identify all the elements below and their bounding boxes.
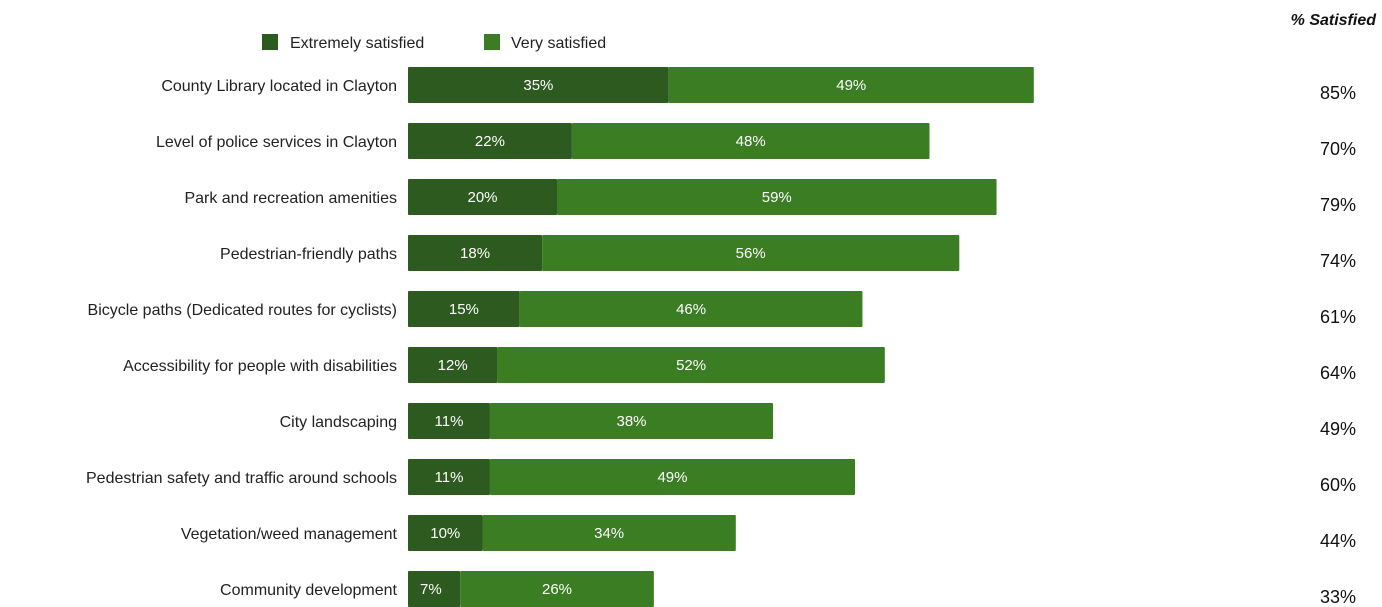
percent-satisfied-value: 44% bbox=[1320, 531, 1356, 551]
percent-satisfied-value: 60% bbox=[1320, 475, 1356, 495]
category-label: Community development bbox=[220, 582, 398, 599]
percent-satisfied-value: 49% bbox=[1320, 419, 1356, 439]
percent-satisfied-value: 74% bbox=[1320, 251, 1356, 271]
data-label: 10% bbox=[430, 525, 460, 542]
data-label: 49% bbox=[836, 77, 866, 94]
data-label: 18% bbox=[460, 245, 490, 262]
data-label: 26% bbox=[542, 581, 572, 598]
data-label: 56% bbox=[736, 245, 766, 262]
data-label: 52% bbox=[676, 357, 706, 374]
category-label: Bicycle paths (Dedicated routes for cycl… bbox=[88, 302, 397, 319]
data-label: 49% bbox=[657, 469, 687, 486]
data-label: 46% bbox=[676, 301, 706, 318]
legend-label-extremely-satisfied: Extremely satisfied bbox=[290, 35, 424, 52]
bars: County Library located in Clayton 35% 49% L… bbox=[86, 67, 1034, 607]
data-label: 11% bbox=[435, 413, 464, 430]
percent-satisfied-value: 64% bbox=[1320, 363, 1356, 383]
legend-label-very-satisfied: Very satisfied bbox=[511, 35, 606, 52]
data-label: 59% bbox=[762, 189, 792, 206]
data-label: 12% bbox=[438, 357, 468, 374]
data-label: 34% bbox=[594, 525, 624, 542]
percent-satisfied-value: 79% bbox=[1320, 195, 1356, 215]
category-label: County Library located in Clayton bbox=[161, 78, 397, 95]
data-label: 15% bbox=[449, 301, 479, 318]
category-label: Pedestrian safety and traffic around sch… bbox=[86, 470, 397, 487]
percent-satisfied-column: % Satisfied 85% 70% 79% 74% 61% 64% 49% 60% 44% 33… bbox=[1291, 12, 1378, 607]
data-label: 7% bbox=[420, 581, 442, 598]
category-label: Vegetation/weed management bbox=[181, 526, 398, 543]
category-label: Park and recreation amenities bbox=[184, 190, 397, 207]
percent-satisfied-header: % Satisfied bbox=[1291, 12, 1378, 29]
category-label: City landscaping bbox=[280, 414, 397, 431]
data-label: 48% bbox=[736, 133, 766, 150]
category-label: Pedestrian-friendly paths bbox=[220, 246, 397, 263]
percent-satisfied-value: 61% bbox=[1320, 307, 1356, 327]
category-label: Level of police services in Clayton bbox=[156, 134, 397, 151]
data-label: 35% bbox=[523, 77, 553, 94]
legend: Extremely satisfied Very satisfied bbox=[262, 34, 606, 52]
percent-satisfied-value: 33% bbox=[1320, 587, 1356, 607]
data-label: 11% bbox=[435, 469, 464, 486]
category-label: Accessibility for people with disabiliti… bbox=[123, 358, 397, 375]
percent-satisfied-value: 70% bbox=[1320, 139, 1356, 159]
legend-swatch-very-satisfied bbox=[484, 34, 500, 50]
data-label: 38% bbox=[616, 413, 646, 430]
percent-satisfied-value: 85% bbox=[1320, 83, 1356, 103]
data-label: 20% bbox=[467, 189, 497, 206]
data-label: 22% bbox=[475, 133, 505, 150]
legend-swatch-extremely-satisfied bbox=[262, 34, 278, 50]
